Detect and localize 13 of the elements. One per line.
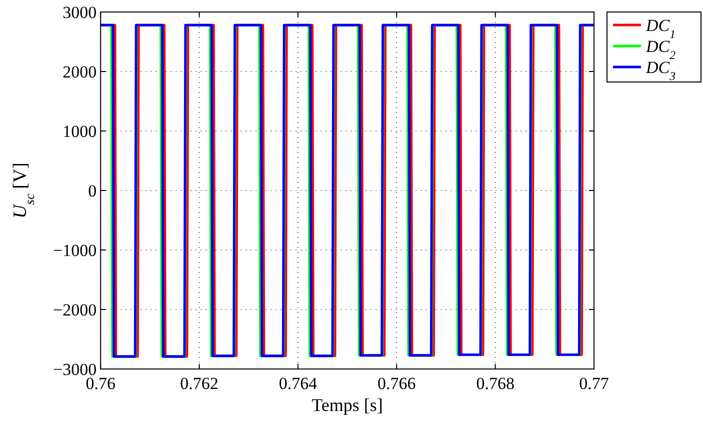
x-tick-label: 0.766 [378,374,416,393]
x-tick-label: 0.762 [180,374,218,393]
y-tick-label: 0 [88,181,97,200]
x-axis-title: Temps [s] [312,395,383,415]
y-tick-label: −2000 [53,300,97,320]
x-tick-label: 0.77 [579,374,610,393]
y-tick-label: 2000 [62,62,97,82]
y-tick-label: −1000 [53,240,97,260]
x-tick-label: 0.768 [476,374,514,393]
x-tick-label: 0.764 [278,374,318,393]
y-tick-label: 3000 [62,2,97,22]
y-tick-label: 1000 [62,122,97,141]
line-series [100,24,594,358]
